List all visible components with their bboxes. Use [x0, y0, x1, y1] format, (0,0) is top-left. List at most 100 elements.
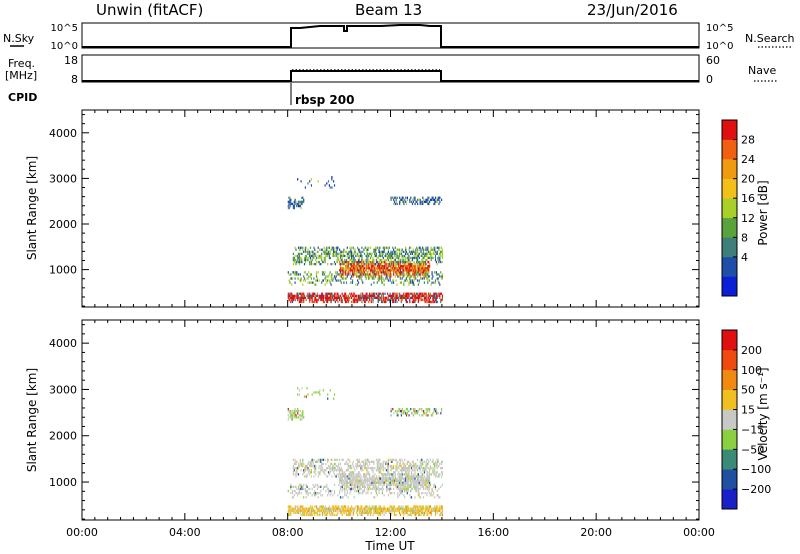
data-cell — [381, 252, 383, 255]
data-cell — [347, 464, 349, 468]
data-cell — [308, 271, 310, 274]
data-cell — [330, 462, 332, 466]
data-cell — [390, 294, 392, 297]
data-cell — [359, 298, 361, 302]
data-cell — [425, 269, 427, 272]
data-cell — [306, 387, 308, 390]
data-cell — [386, 483, 388, 486]
data-cell — [329, 296, 331, 299]
data-cell — [329, 509, 331, 512]
data-cell — [419, 267, 421, 270]
data-cell — [338, 296, 340, 299]
data-cell — [333, 471, 335, 474]
data-cell — [359, 473, 361, 476]
data-cell — [399, 200, 401, 203]
data-cell — [346, 489, 348, 493]
data-cell — [311, 513, 313, 517]
data-cell — [441, 471, 443, 474]
data-cell — [408, 485, 410, 488]
data-cell — [396, 283, 398, 286]
data-cell — [363, 300, 366, 304]
data-cell — [425, 258, 427, 262]
data-cell — [357, 260, 360, 264]
data-cell — [410, 479, 412, 482]
data-cell — [321, 279, 324, 282]
data-cell — [423, 511, 425, 514]
data-cell — [379, 269, 381, 272]
data-cell — [421, 479, 423, 482]
data-cell — [439, 196, 441, 199]
data-cell — [351, 254, 353, 258]
data-cell — [437, 494, 439, 497]
data-cell — [381, 298, 383, 302]
data-cell — [399, 271, 401, 274]
data-cell — [387, 277, 389, 280]
data-cell — [411, 275, 413, 278]
data-cell — [288, 200, 290, 203]
data-cell — [359, 294, 361, 297]
data-cell — [351, 252, 353, 255]
data-cell — [359, 513, 361, 517]
data-cell — [317, 485, 319, 488]
data-cell — [377, 267, 379, 270]
data-cell — [365, 263, 367, 266]
data-cell — [381, 489, 383, 493]
data-cell — [369, 275, 371, 278]
data-cell — [399, 271, 402, 274]
data-cell — [428, 294, 430, 297]
data-cell — [356, 481, 358, 484]
data-cell — [411, 475, 414, 478]
data-cell — [369, 273, 372, 276]
data-cell — [390, 408, 392, 411]
data-cell — [431, 489, 433, 493]
data-cell — [398, 475, 400, 478]
data-cell — [383, 513, 385, 517]
data-cell — [427, 260, 429, 264]
data-cell — [399, 248, 401, 251]
data-cell — [375, 296, 377, 299]
data-cell — [373, 250, 375, 253]
data-cell — [356, 477, 358, 480]
data-cell — [300, 180, 302, 183]
data-cell — [300, 292, 302, 295]
data-cell — [419, 509, 421, 512]
data-cell — [426, 458, 428, 461]
data-cell — [375, 248, 377, 251]
data-cell — [394, 265, 396, 268]
data-cell — [347, 260, 349, 264]
data-cell — [402, 462, 404, 466]
data-cell — [424, 269, 426, 272]
data-cell — [381, 269, 384, 272]
data-cell — [381, 479, 383, 482]
data-cell — [329, 507, 331, 510]
data-cell — [440, 467, 442, 470]
data-cell — [295, 263, 297, 266]
data-cell — [369, 479, 371, 482]
data-cell — [335, 275, 337, 278]
data-cell — [367, 248, 369, 251]
data-cell — [333, 260, 336, 264]
velocity-colorbar-swatch — [722, 489, 737, 510]
data-cell — [428, 507, 431, 510]
data-cell — [406, 279, 408, 282]
data-cell — [420, 485, 422, 488]
data-cell — [334, 277, 336, 280]
data-cell — [433, 250, 435, 253]
data-cell — [364, 477, 366, 480]
velocity-colorbar-tick-label: 100 — [741, 364, 762, 377]
data-cell — [329, 252, 331, 255]
data-cell — [357, 269, 359, 272]
data-cell — [342, 294, 344, 297]
data-cell — [379, 477, 381, 480]
data-cell — [421, 273, 423, 276]
data-cell — [292, 298, 294, 302]
data-cell — [349, 513, 351, 517]
data-cell — [305, 489, 307, 493]
data-cell — [378, 296, 380, 299]
data-cell — [420, 265, 422, 268]
data-cell — [338, 464, 340, 468]
data-cell — [408, 254, 410, 258]
data-cell — [387, 269, 389, 272]
power-ytick-label: 3000 — [49, 172, 77, 185]
data-cell — [360, 487, 362, 491]
